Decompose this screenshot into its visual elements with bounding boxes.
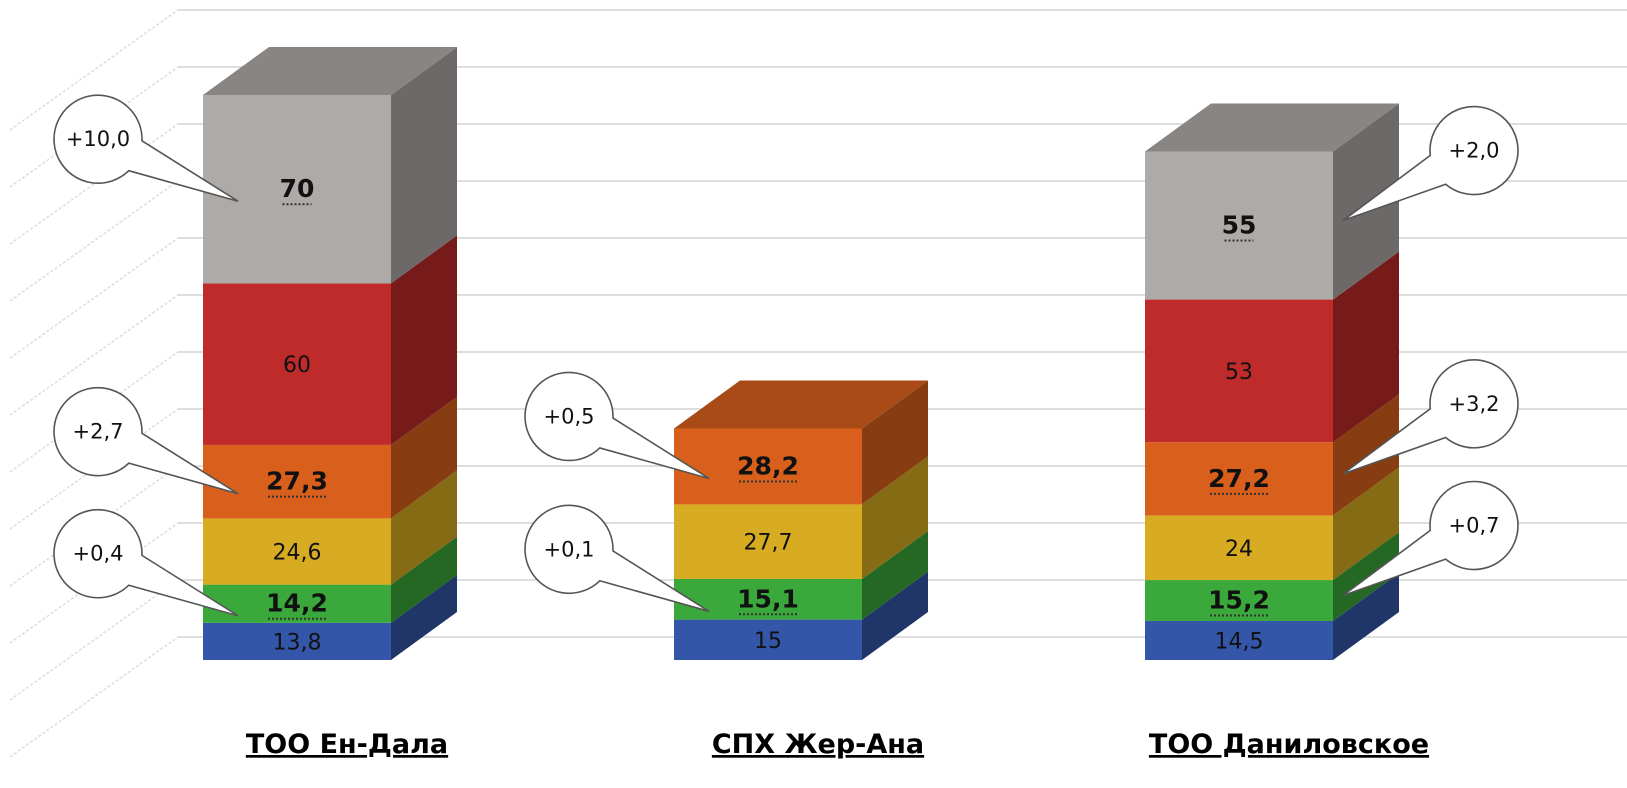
callout-label: +0,5 (544, 404, 595, 428)
grid-depth-line (9, 123, 179, 245)
bar-segment-side (862, 571, 928, 660)
callout-label: +10,0 (66, 127, 130, 151)
callout-label: +0,4 (73, 542, 124, 566)
bar-segment-side (1333, 572, 1399, 660)
callout-bubble (53, 386, 239, 495)
data-label: 53 (1225, 360, 1253, 385)
category-label: ТОО Даниловское (1149, 729, 1429, 760)
grid-depth-line (9, 66, 179, 188)
bar-top-face (1145, 103, 1399, 152)
data-label: 24,6 (273, 541, 322, 566)
callout-bubble (53, 94, 239, 202)
grid-depth-line (9, 636, 179, 758)
data-label: 15 (754, 629, 782, 654)
bar-segment (203, 518, 391, 585)
callout: +2,0 (1342, 105, 1519, 222)
data-label: 15,2 (1208, 586, 1270, 615)
callout: +0,4 (53, 508, 239, 617)
bar-segment (674, 504, 862, 579)
bar-segment-side (862, 530, 928, 620)
callout-layer: +10,0 +2,7 +0,4 +0,5 +0,1 +2,0 +3,2 +0,7 (53, 94, 1519, 617)
callout: +3,2 (1342, 359, 1519, 475)
data-label: 14,2 (266, 589, 328, 618)
grid-depth-line (9, 351, 179, 473)
bar-segment-side (391, 470, 457, 585)
bar-segment-side (862, 380, 928, 505)
grid-depth-line (9, 237, 179, 359)
callout: +2,7 (53, 386, 239, 495)
bar-segment-side (391, 47, 457, 284)
data-label: 14,5 (1215, 629, 1264, 654)
callout: +10,0 (53, 94, 239, 202)
bar-segment (203, 622, 391, 660)
callout-bubble (524, 371, 710, 480)
callout-label: +2,7 (73, 420, 124, 444)
callout-bubble (1342, 359, 1519, 475)
grid-depth-line (9, 180, 179, 302)
data-label: 27,7 (744, 531, 793, 556)
bar-segment-side (391, 396, 457, 519)
grid-depth-line (9, 9, 179, 131)
bar-segment (1145, 515, 1333, 581)
bar-stack: 15 15,1 27,7 28,2 (674, 380, 928, 660)
data-label: 15,1 (737, 584, 799, 613)
bar-segment-side (391, 574, 457, 660)
bar-segment (203, 584, 391, 623)
grid-depth-line (9, 579, 179, 701)
callout-bubble (1342, 480, 1519, 597)
category-labels: ТОО Ен-Дала СПХ Жер-Ана ТОО Даниловское (246, 729, 1429, 760)
data-label: 28,2 (737, 451, 799, 480)
data-label: 13,8 (273, 630, 322, 655)
bar-segment (203, 95, 391, 284)
bar-segment (203, 283, 391, 445)
callout-bubble (53, 508, 239, 617)
callout-label: +2,0 (1449, 139, 1500, 163)
bar-segment (1145, 151, 1333, 300)
bar-segment (203, 444, 391, 519)
grid-depth-line (9, 522, 179, 644)
callout: +0,1 (524, 504, 710, 613)
bar-segment-side (1333, 467, 1399, 581)
bar-segment (1145, 299, 1333, 443)
callout: +0,5 (524, 371, 710, 480)
bar-segment (674, 619, 862, 660)
callout: +0,7 (1342, 480, 1519, 597)
grid-depth-line (9, 408, 179, 530)
bar-segment-side (1333, 532, 1399, 621)
bar-stack: 13,8 14,2 24,6 27,3 60 70 (203, 47, 457, 660)
bar-top-face (674, 380, 928, 429)
grid-depth-line (9, 294, 179, 416)
bar-segment-side (862, 456, 928, 579)
bar-segment-side (1333, 394, 1399, 516)
category-label: ТОО Ен-Дала (246, 729, 448, 760)
bar-top-face (203, 47, 457, 95)
data-label: 70 (280, 174, 315, 203)
bar-segment (1145, 620, 1333, 660)
bar-segment (1145, 442, 1333, 516)
bar-segment (674, 578, 862, 620)
data-label: 24 (1225, 537, 1253, 562)
data-label: 27,2 (1208, 464, 1270, 493)
bar-segment (1145, 580, 1333, 621)
callout-bubble (1342, 105, 1519, 222)
bar-stack: 14,5 15,2 24 27,2 53 55 (1145, 103, 1399, 660)
bar-segment-side (391, 536, 457, 623)
data-label: 27,3 (266, 467, 328, 496)
bar-segment-side (1333, 103, 1399, 300)
callout-label: +0,7 (1449, 514, 1500, 538)
callout-label: +3,2 (1449, 392, 1500, 416)
bar-segment-side (1333, 251, 1399, 443)
bar-segment-side (391, 235, 457, 445)
data-label: 55 (1222, 211, 1257, 240)
category-label: СПХ Жер-Ана (712, 729, 924, 760)
data-label: 60 (283, 353, 311, 378)
callout-bubble (524, 504, 710, 613)
bar-segment (674, 428, 862, 505)
callout-label: +0,1 (544, 537, 595, 561)
grid-depth-line (9, 465, 179, 587)
bars-layer: 13,8 14,2 24,6 27,3 60 70 15 15,1 27,7 28,2 14,5 15… (203, 47, 1399, 660)
